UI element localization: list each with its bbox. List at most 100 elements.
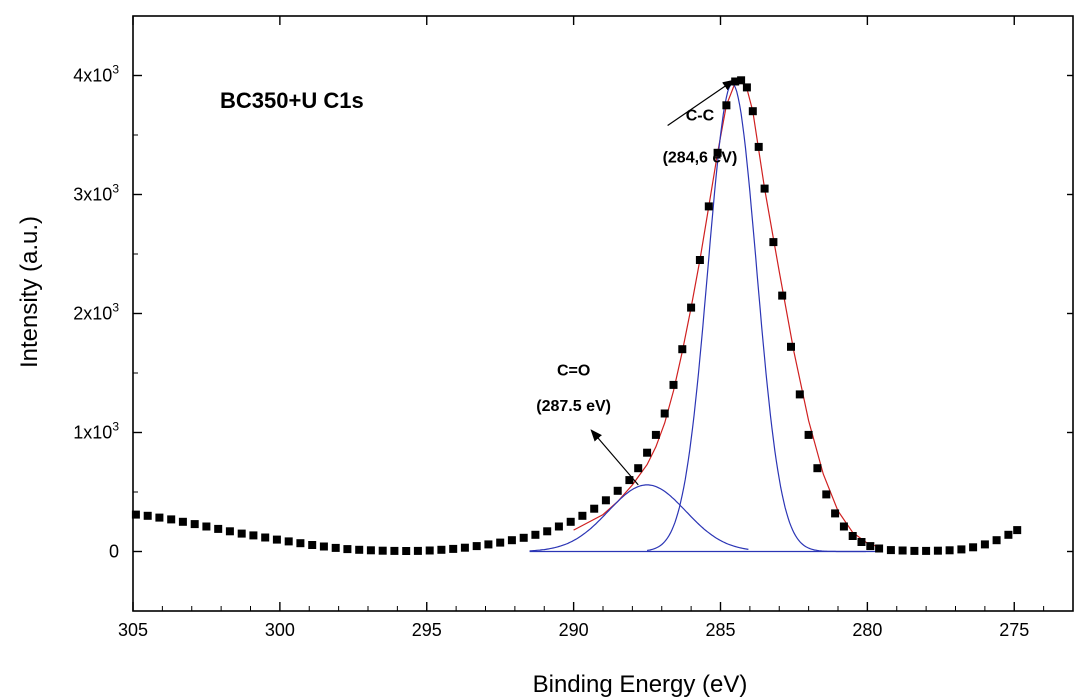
x-tick-label: 285 bbox=[705, 620, 735, 640]
x-tick-label: 295 bbox=[412, 620, 442, 640]
data-point bbox=[678, 345, 687, 354]
data-point bbox=[898, 546, 907, 555]
data-point bbox=[704, 202, 713, 211]
data-point bbox=[742, 83, 751, 92]
y-tick-label: 2x103 bbox=[73, 301, 119, 324]
data-point bbox=[225, 527, 234, 536]
annotation-label-co: C=O bbox=[557, 362, 590, 379]
data-point bbox=[922, 546, 931, 555]
data-point bbox=[980, 540, 989, 549]
data-point bbox=[839, 522, 848, 531]
data-point bbox=[531, 530, 540, 539]
data-point bbox=[590, 504, 599, 513]
y-tick-label: 4x103 bbox=[73, 63, 119, 86]
data-point bbox=[625, 476, 634, 485]
data-point bbox=[413, 546, 422, 555]
data-point bbox=[554, 522, 563, 531]
y-tick-label: 1x103 bbox=[73, 420, 119, 443]
data-point bbox=[969, 543, 978, 552]
data-point bbox=[578, 511, 587, 520]
data-points bbox=[131, 76, 1022, 555]
data-point bbox=[866, 542, 875, 551]
annotations: C-C (284,6 eV) C=O (287.5 eV) bbox=[536, 79, 738, 486]
data-point bbox=[778, 291, 787, 300]
x-tick-label: 280 bbox=[852, 620, 882, 640]
data-point bbox=[713, 148, 722, 157]
data-point bbox=[472, 542, 481, 551]
data-point bbox=[1013, 526, 1022, 535]
data-point bbox=[933, 546, 942, 555]
data-point bbox=[695, 256, 704, 264]
x-tick-label: 275 bbox=[999, 620, 1029, 640]
data-point bbox=[643, 448, 652, 457]
x-tick-label: 305 bbox=[118, 620, 148, 640]
data-point bbox=[886, 546, 895, 555]
data-point bbox=[754, 142, 763, 151]
data-point bbox=[737, 76, 746, 85]
annotation-value-cc: (284,6 eV) bbox=[663, 149, 738, 166]
data-point bbox=[910, 546, 919, 555]
data-point bbox=[992, 536, 1001, 545]
data-point bbox=[378, 546, 387, 555]
data-point bbox=[155, 513, 164, 522]
data-point bbox=[507, 536, 516, 545]
axis-tick-labels: 305 300 295 290 285 280 275 0 1x103 2x103 3x103 4x1… bbox=[73, 63, 1029, 641]
data-point bbox=[957, 545, 966, 554]
data-point bbox=[822, 490, 831, 499]
data-point bbox=[601, 496, 610, 505]
data-point bbox=[178, 517, 187, 526]
data-point bbox=[261, 533, 270, 542]
axis-ticks bbox=[132, 15, 1073, 612]
data-point bbox=[308, 541, 317, 549]
data-point bbox=[813, 464, 822, 473]
data-point bbox=[131, 510, 140, 519]
data-point bbox=[167, 515, 176, 524]
data-point bbox=[848, 532, 857, 540]
data-point bbox=[237, 529, 246, 538]
x-tick-label: 290 bbox=[559, 620, 589, 640]
data-point bbox=[566, 517, 575, 526]
data-point bbox=[804, 430, 813, 439]
data-point bbox=[284, 537, 293, 546]
annotation-arrow-cc bbox=[667, 79, 735, 126]
data-point bbox=[787, 342, 795, 351]
data-point bbox=[460, 543, 469, 552]
data-point bbox=[214, 524, 223, 533]
data-point bbox=[402, 547, 411, 555]
data-point bbox=[449, 544, 458, 553]
data-point bbox=[769, 238, 778, 247]
data-point bbox=[484, 540, 493, 549]
data-point bbox=[748, 107, 757, 116]
data-point bbox=[613, 486, 622, 495]
data-point bbox=[687, 303, 696, 312]
data-point bbox=[875, 544, 884, 553]
data-point bbox=[249, 531, 258, 540]
data-point bbox=[496, 538, 505, 547]
data-point bbox=[272, 535, 281, 544]
data-point bbox=[425, 546, 434, 555]
data-point bbox=[202, 522, 211, 531]
data-point bbox=[519, 533, 528, 542]
y-tick-label: 3x103 bbox=[73, 182, 119, 205]
data-point bbox=[660, 409, 669, 418]
data-point bbox=[390, 546, 399, 555]
x-tick-label: 300 bbox=[265, 620, 295, 640]
y-axis-title: Intensity (a.u.) bbox=[16, 216, 43, 368]
data-point bbox=[831, 509, 840, 518]
data-point bbox=[634, 464, 643, 473]
data-point bbox=[296, 539, 305, 548]
data-point bbox=[190, 520, 199, 529]
data-point bbox=[722, 101, 731, 110]
data-point bbox=[651, 430, 660, 439]
annotation-arrow-co bbox=[590, 429, 639, 486]
chart-title: BC350+U C1s bbox=[220, 88, 364, 113]
annotation-value-co: (287.5 eV) bbox=[536, 398, 611, 415]
data-point bbox=[945, 546, 954, 555]
data-point bbox=[331, 543, 340, 552]
data-point bbox=[1004, 530, 1013, 539]
data-point bbox=[355, 545, 364, 554]
data-point bbox=[143, 511, 152, 520]
y-tick-label: 0 bbox=[109, 542, 119, 562]
data-point bbox=[760, 184, 769, 193]
